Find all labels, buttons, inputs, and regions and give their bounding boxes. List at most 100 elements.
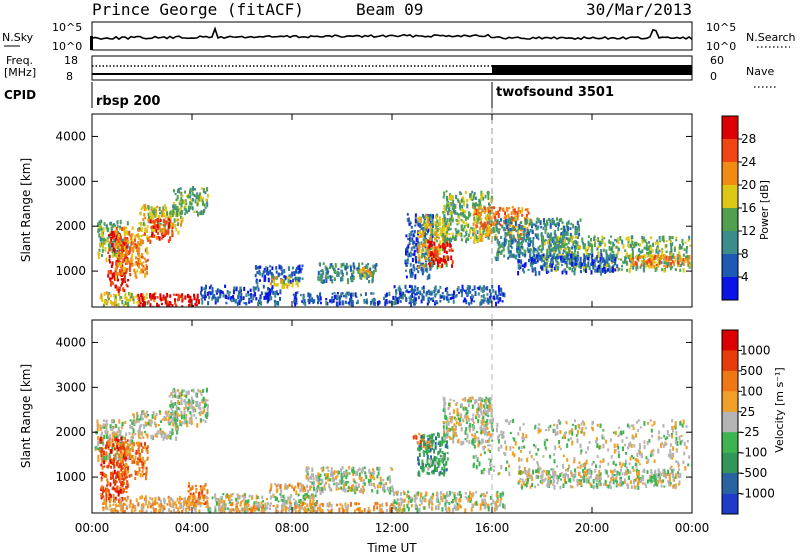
power-echo-cell (371, 278, 374, 283)
power-echo-cell (293, 296, 296, 299)
velocity-echo-cell (178, 394, 181, 399)
power-echo-cell (604, 242, 607, 247)
power-echo-cell (465, 289, 468, 295)
power-echo-cell (134, 272, 137, 278)
power-echo-cell (414, 224, 417, 227)
velocity-echo-cell (277, 483, 280, 487)
power-echo-cell (518, 259, 521, 263)
velocity-echo-cell (188, 505, 191, 511)
velocity-echo-cell (185, 501, 188, 505)
power-echo-cell (518, 254, 521, 258)
power-echo-cell (443, 295, 446, 300)
velocity-echo-cell (122, 437, 125, 440)
power-echo-cell (598, 268, 601, 272)
power-echo-cell (509, 234, 511, 239)
power-echo-cell (422, 223, 425, 226)
velocity-echo-cell (150, 511, 153, 513)
velocity-echo-cell (187, 495, 190, 499)
power-echo-cell (531, 229, 534, 234)
velocity-echo-cell (105, 451, 108, 457)
velocity-echo-cell (314, 494, 317, 497)
velocity-echo-cell (195, 503, 198, 508)
power-echo-cell (166, 303, 169, 307)
power-echo-cell (317, 296, 320, 300)
power-echo-cell (546, 264, 549, 268)
power-echo-cell (608, 265, 611, 269)
power-echo-cell (440, 229, 443, 234)
velocity-echo-cell (130, 454, 133, 458)
velocity-echo-cell (103, 473, 106, 477)
velocity-echo-cell (175, 408, 178, 413)
power-echo-cell (568, 259, 571, 264)
power-echo-cell (309, 299, 312, 303)
power-echo-cell (543, 222, 545, 225)
power-echo-cell (442, 196, 445, 199)
velocity-echo-cell (101, 471, 104, 477)
power-echo-cell (448, 218, 451, 222)
power-echo-cell (467, 285, 470, 289)
power-echo-cell (497, 210, 499, 214)
power-echo-cell (656, 239, 659, 243)
power-echo-cell (468, 285, 471, 290)
power-echo-cell (346, 278, 349, 283)
power-echo-cell (404, 259, 407, 264)
power-echo-cell (350, 298, 353, 303)
power-echo-cell (292, 278, 294, 283)
power-echo-cell (424, 268, 427, 272)
velocity-echo-cell (158, 503, 161, 508)
power-echo-cell (114, 294, 117, 297)
power-echo-cell (517, 271, 520, 276)
power-echo-cell (642, 260, 645, 263)
power-echo-cell (589, 242, 592, 248)
power-echo-cell (300, 267, 303, 271)
velocity-echo-cell (193, 409, 196, 413)
power-echo-cell (443, 205, 446, 210)
power-echo-cell (406, 289, 409, 293)
power-echo-cell (539, 220, 542, 226)
power-echo-cell (502, 292, 505, 297)
power-echo-cell (128, 260, 131, 265)
power-echo-cell (546, 250, 549, 255)
power-echo-cell (617, 247, 620, 252)
power-echo-cell (562, 252, 564, 255)
velocity-echo-cell (104, 506, 107, 510)
velocity-echo-cell (151, 434, 154, 440)
velocity-echo-cell (172, 413, 175, 418)
power-echo-cell (483, 297, 486, 300)
power-echo-cell (301, 264, 304, 268)
velocity-echo-cell (141, 502, 144, 506)
power-echo-cell (250, 299, 253, 303)
velocity-echo-cell (228, 494, 231, 500)
power-echo-cell (269, 272, 272, 275)
power-echo-cell (151, 213, 153, 217)
power-echo-cell (345, 271, 348, 276)
power-echo-cell (235, 286, 238, 292)
power-echo-cell (612, 241, 615, 247)
power-echo-cell (156, 302, 159, 307)
velocity-echo-cell (106, 506, 109, 511)
power-echo-cell (240, 297, 243, 300)
power-echo-cell (407, 255, 410, 258)
power-echo-cell (273, 280, 275, 284)
power-echo-cell (450, 194, 453, 200)
power-echo-cell (612, 251, 615, 254)
power-echo-cell (224, 284, 227, 288)
power-echo-cell (279, 289, 282, 295)
power-echo-cell (484, 194, 487, 199)
power-echo-cell (97, 228, 100, 232)
velocity-echo-cell (197, 497, 200, 502)
power-echo-cell (200, 210, 203, 216)
velocity-echo-cell (337, 487, 340, 490)
power-echo-cell (110, 221, 112, 224)
power-echo-cell (264, 274, 267, 279)
velocity-echo-cell (190, 422, 193, 426)
power-echo-cell (632, 262, 635, 266)
velocity-echo-cell (122, 477, 125, 481)
power-echo-cell (140, 207, 143, 211)
power-echo-cell (681, 260, 684, 265)
power-echo-cell (634, 241, 636, 245)
velocity-echo-cell (121, 457, 124, 462)
power-echo-cell (209, 291, 212, 296)
power-echo-cell (564, 234, 567, 237)
power-echo-cell (396, 297, 399, 301)
